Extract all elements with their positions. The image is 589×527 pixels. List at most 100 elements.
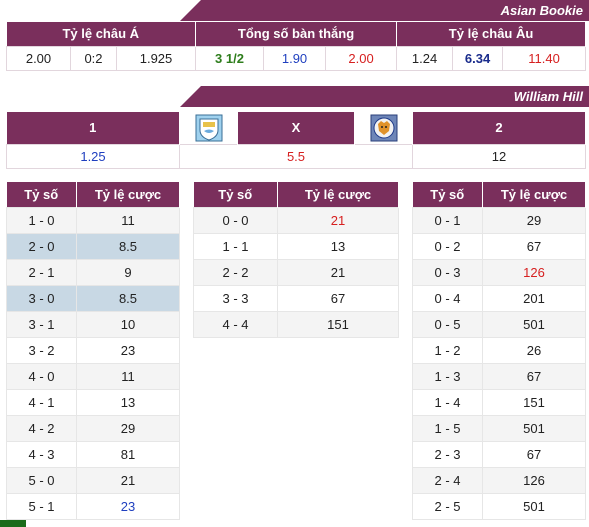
score-cell: 4 - 3 [6,440,77,468]
european-odds-header: Tỷ lệ châu Âu [396,22,587,46]
score-cell: 0 - 2 [412,232,483,260]
draw-header: X [237,112,355,144]
home-win-header: 1 [6,112,180,144]
odds-cell: 201 [482,284,586,312]
william-hill-banner: William Hill [180,86,589,107]
score-cell: 5 - 0 [6,466,77,494]
table-row: 3 - 3 67 [193,284,399,312]
score-cell: 5 - 1 [6,492,77,520]
odds-cell: 11 [76,206,180,234]
odds-cell: 67 [277,284,399,312]
score-cell: 0 - 1 [412,206,483,234]
odds-cell: 151 [482,388,586,416]
table-row: 0 - 1 29 [412,206,586,234]
table-row: 0 - 4 201 [412,284,586,312]
odds-cell: 26 [482,336,586,364]
total-goals-over-odds: 1.90 [263,45,327,71]
table-row: 0 - 5 501 [412,310,586,338]
asian-handicap-away-odds: 1.925 [115,45,197,71]
odds-cell: 23 [76,336,180,364]
odds-cell: 11 [76,362,180,390]
table-row: 3 - 1 10 [6,310,180,338]
william-hill-1x2-table: 1 X 2 1.25 5.5 12 [6,112,586,169]
score-cell: 1 - 2 [412,336,483,364]
score-cell: 3 - 1 [6,310,77,338]
score-cell: 0 - 4 [412,284,483,312]
table-row: 5 - 1 23 [6,492,180,520]
odds-cell: 81 [76,440,180,468]
score-cell: 1 - 4 [412,388,483,416]
score-cell: 0 - 3 [412,258,483,286]
odds-cell: 10 [76,310,180,338]
score-column-header: Tỷ số [193,182,278,207]
table-row: 1 - 5 501 [412,414,586,442]
score-cell: 2 - 4 [412,466,483,494]
total-goals-under-odds: 2.00 [325,45,398,71]
table-row: 2 - 5 501 [412,492,586,520]
odds-cell: 67 [482,362,586,390]
odds-cell: 126 [482,258,586,286]
score-cell: 0 - 0 [193,206,278,234]
score-cell: 1 - 3 [412,362,483,390]
away-win-odds: 12 [412,143,586,169]
manchester-city-logo-icon [195,114,222,142]
odds-cell: 21 [277,258,399,286]
table-row: 3 - 0 8.5 [6,284,180,312]
table-row: 2 - 2 21 [193,258,399,286]
table-row: 4 - 3 81 [6,440,180,468]
table-row: 0 - 0 21 [193,206,399,234]
table-row: 1 - 2 26 [412,336,586,364]
table-row: 1 - 1 13 [193,232,399,260]
odds-cell: 13 [76,388,180,416]
table-row: 2 - 3 67 [412,440,586,468]
table-row: 1 - 4 151 [412,388,586,416]
european-away-odds: 11.40 [502,45,587,71]
score-cell: 4 - 4 [193,310,278,338]
odds-cell: 29 [76,414,180,442]
odds-cell: 126 [482,466,586,494]
score-column-header: Tỷ số [6,182,77,207]
score-cell: 2 - 2 [193,258,278,286]
odds-column-header: Tỷ lệ cược [277,182,399,207]
table-row: 1 - 0 11 [6,206,180,234]
table-row: 3 - 2 23 [6,336,180,364]
asian-bookie-banner: Asian Bookie [180,0,589,21]
score-cell: 1 - 1 [193,232,278,260]
european-home-odds: 1.24 [396,45,454,71]
score-cell: 2 - 5 [412,492,483,520]
odds-column-header: Tỷ lệ cược [76,182,180,207]
table-row: 5 - 0 21 [6,466,180,494]
score-cell: 1 - 5 [412,414,483,442]
draw-scores-table: Tỷ số Tỷ lệ cược 0 - 0 21 1 - 1 13 2 - 2 21… [193,182,399,338]
odds-cell: 151 [277,310,399,338]
odds-cell: 8.5 [76,232,180,260]
table-row: 4 - 1 13 [6,388,180,416]
total-goals-line: 3 1/2 [195,45,265,71]
odds-cell: 501 [482,414,586,442]
score-cell: 3 - 2 [6,336,77,364]
odds-cell: 23 [76,492,180,520]
score-cell: 2 - 3 [412,440,483,468]
draw-odds: 5.5 [179,143,413,169]
table-row: 4 - 2 29 [6,414,180,442]
odds-cell: 9 [76,258,180,286]
score-column-header: Tỷ số [412,182,483,207]
table-row: 4 - 4 151 [193,310,399,338]
odds-cell: 501 [482,492,586,520]
score-cell: 3 - 3 [193,284,278,312]
table-row: 0 - 3 126 [412,258,586,286]
table-row: 2 - 0 8.5 [6,232,180,260]
score-cell: 4 - 2 [6,414,77,442]
away-win-header: 2 [412,112,586,144]
score-cell: 0 - 5 [412,310,483,338]
score-cell: 4 - 1 [6,388,77,416]
total-goals-header: Tổng số bàn thắng [195,22,398,46]
european-draw-odds: 6.34 [452,45,504,71]
table-row: 4 - 0 11 [6,362,180,390]
odds-cell: 8.5 [76,284,180,312]
asian-handicap-header: Tỷ lệ châu Á [6,22,197,46]
asian-bookie-odds-table: Tỷ lệ châu Á Tổng số bàn thắng Tỷ lệ châ… [6,22,587,71]
odds-cell: 21 [277,206,399,234]
